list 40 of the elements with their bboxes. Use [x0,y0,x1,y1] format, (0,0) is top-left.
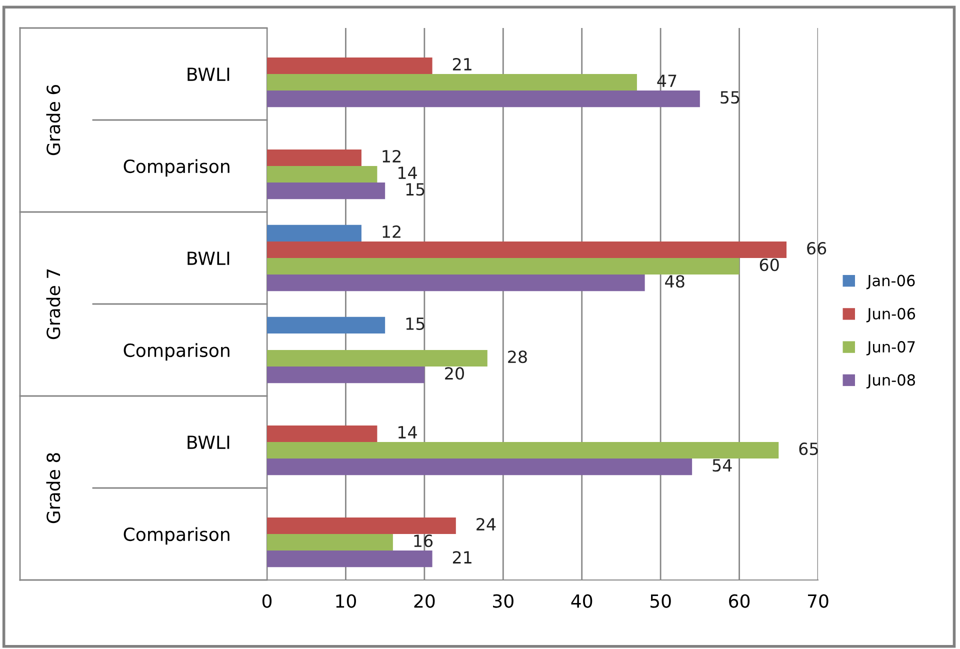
data-label: 48 [665,275,684,288]
y-tick-label: BWLI [188,252,230,265]
data-label: 20 [445,367,464,380]
x-tick-label: 40 [571,594,592,608]
data-label: 12 [382,150,400,162]
x-tick-label: 70 [808,594,828,608]
data-label: 66 [807,242,826,255]
data-label: 28 [508,350,527,364]
legend-label: Jun-07 [866,341,915,356]
text: Grade 6 [46,85,60,156]
y-tick-label: BWLI [188,68,230,81]
x-tick-label: 30 [493,594,514,608]
data-label: 54 [712,459,732,472]
data-label: 60 [760,258,779,272]
y-tick-label: Comparison [124,159,230,177]
data-label: 12 [382,225,400,238]
x-tick-label: 20 [414,594,435,608]
data-label: 14 [398,166,417,179]
data-label: 24 [476,518,496,530]
x-tick-label: 60 [729,594,750,608]
data-label: 55 [720,91,740,104]
data-label: 21 [452,551,472,564]
data-label: 15 [406,183,424,196]
text: Grade 7 [46,269,60,340]
data-label: 21 [452,58,472,70]
text: Grade 8 [46,453,60,524]
y-tick-label: Comparison [124,343,230,361]
x-tick-label: 10 [336,594,356,608]
x-tick-label: 50 [650,594,671,608]
data-label: 16 [414,534,433,548]
data-label: 14 [398,426,417,438]
y-tick-label: Comparison [124,527,230,545]
x-tick-label: 0 [262,594,272,608]
legend-label: Jan-06 [866,274,915,290]
y-tick-label: BWLI [188,436,230,449]
data-label: 65 [799,442,818,456]
legend-label: Jun-06 [866,308,916,322]
data-label: 47 [657,74,676,87]
data-label: 15 [406,318,424,330]
legend-label: Jun-08 [866,374,915,389]
